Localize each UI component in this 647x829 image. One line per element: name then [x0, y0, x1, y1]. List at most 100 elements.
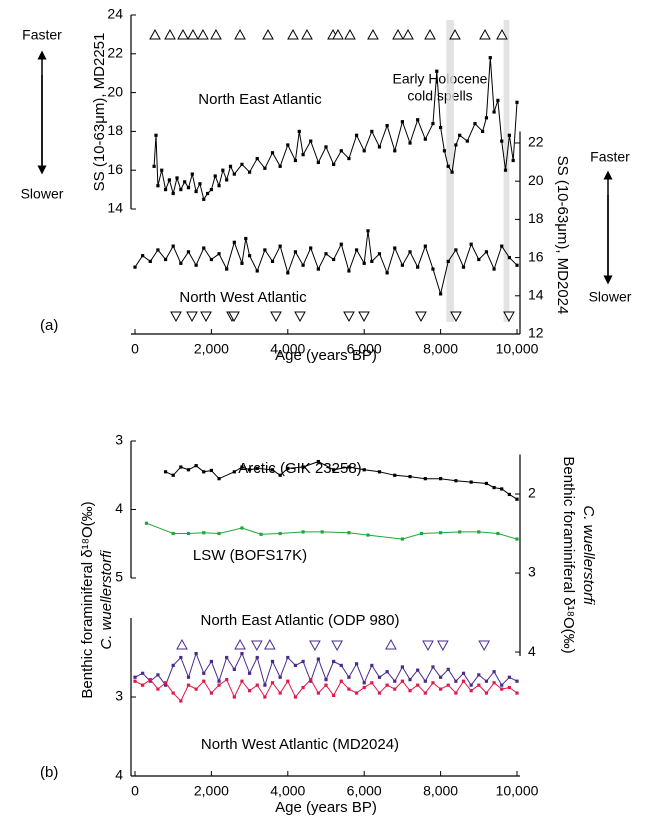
data-point [270, 468, 275, 472]
data-point [255, 156, 259, 161]
data-point [339, 149, 343, 153]
data-point [316, 459, 320, 464]
event-marker [200, 311, 212, 323]
data-point [484, 250, 489, 254]
x-tick-label: 8,000 [423, 341, 458, 357]
data-point [500, 244, 504, 248]
event-marker [415, 311, 427, 323]
series-label: North East Atlantic (ODP 980) [201, 612, 400, 629]
data-point [263, 248, 267, 252]
data-point [484, 691, 489, 695]
data-point [179, 465, 183, 469]
data-point [209, 468, 213, 473]
data-point [484, 679, 489, 683]
series-label: LSW (BOFS17K) [193, 547, 307, 564]
data-point [400, 537, 404, 541]
data-point [232, 470, 236, 474]
data-point [293, 663, 298, 667]
arrow-label: Faster [590, 149, 630, 165]
y3-tick-label: 4 [115, 500, 123, 516]
y3-tick-label: 3 [115, 432, 123, 448]
data-point [515, 691, 519, 695]
data-point [454, 143, 458, 147]
data-point [332, 162, 336, 166]
x-tick-label: 10,000 [496, 783, 539, 799]
series-line [146, 522, 518, 540]
data-point [431, 122, 435, 126]
data-point [439, 675, 443, 679]
data-point [454, 248, 458, 252]
data-point [423, 477, 427, 481]
data-point [293, 250, 298, 254]
data-point [408, 141, 412, 145]
data-point [423, 244, 427, 248]
data-point [488, 56, 492, 60]
data-point [156, 687, 160, 691]
y-tick-label: 20 [107, 83, 123, 99]
data-point [339, 679, 343, 683]
data-point [416, 683, 420, 687]
data-point [217, 683, 221, 687]
data-point [484, 481, 489, 486]
data-point [209, 659, 213, 664]
data-point [286, 679, 290, 683]
data-point [366, 229, 370, 233]
data-point [301, 263, 305, 267]
data-point [324, 252, 328, 256]
series-label: North East Atlantic [198, 91, 322, 108]
data-point [477, 683, 481, 687]
data-point [293, 158, 298, 163]
data-point [492, 485, 496, 490]
data-point [309, 678, 313, 682]
data-point [202, 671, 206, 675]
data-point [347, 687, 351, 691]
data-point [423, 137, 427, 141]
x-tick-label: 2,000 [194, 783, 229, 799]
event-marker [170, 311, 182, 323]
data-point [278, 691, 282, 695]
data-point [385, 683, 389, 687]
data-point [248, 170, 252, 174]
data-point [469, 480, 473, 484]
data-point [515, 679, 519, 683]
data-point [469, 689, 473, 693]
event-marker [187, 28, 199, 40]
data-point [496, 531, 500, 536]
data-point [228, 164, 233, 168]
data-point [167, 178, 171, 182]
data-point [163, 257, 168, 262]
y2-tick-label: 18 [528, 210, 544, 226]
data-point [393, 687, 397, 691]
data-point [473, 122, 477, 126]
data-point [217, 679, 221, 683]
data-point [515, 497, 519, 501]
data-point [458, 530, 462, 534]
x-tick-label: 6,000 [347, 341, 382, 357]
data-point [492, 267, 496, 271]
data-point [221, 168, 225, 172]
data-point [232, 667, 236, 671]
data-point [286, 143, 290, 147]
data-point [301, 465, 305, 469]
y-tick-label: 14 [107, 200, 123, 216]
data-point [408, 250, 412, 254]
event-marker [385, 638, 397, 650]
data-point [202, 470, 206, 474]
event-marker [251, 640, 263, 652]
data-point [240, 465, 244, 469]
data-point [469, 242, 473, 246]
event-marker [479, 28, 491, 40]
data-point [255, 683, 259, 687]
data-point [171, 691, 175, 695]
data-point [507, 685, 511, 690]
data-point [393, 679, 397, 683]
data-point [324, 678, 328, 682]
series-line [134, 230, 518, 296]
event-marker [424, 28, 436, 40]
data-point [194, 651, 198, 656]
data-point [179, 261, 183, 265]
y2-axis-label: C. wuellerstorfi [580, 505, 597, 605]
panel-label: (a) [40, 317, 58, 334]
data-point [446, 164, 450, 168]
data-point [316, 267, 320, 271]
